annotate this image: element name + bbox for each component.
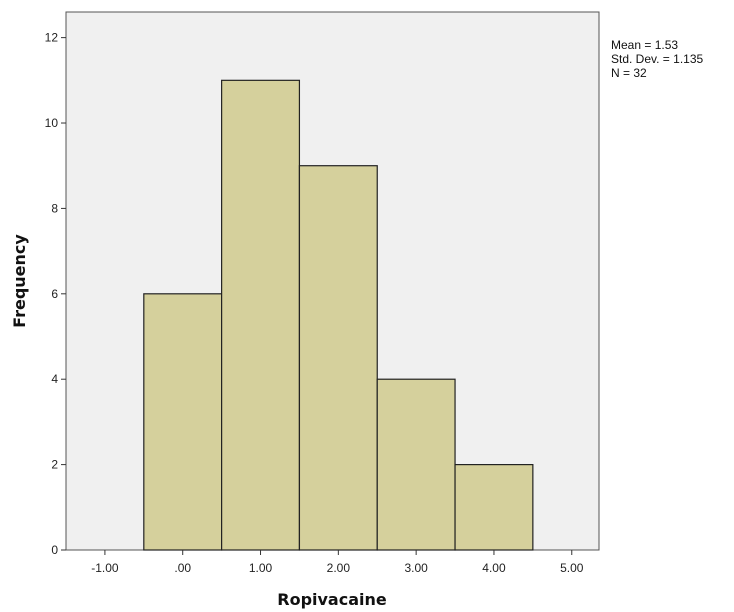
- stats-mean: Mean = 1.53: [611, 38, 678, 52]
- x-tick-label: 2.00: [327, 561, 351, 575]
- x-tick-label: 4.00: [482, 561, 506, 575]
- y-tick-label: 8: [51, 201, 58, 215]
- x-tick-label: 5.00: [560, 561, 584, 575]
- histogram-bar: [221, 79, 301, 551]
- histogram-bar: [298, 165, 378, 551]
- x-tick-label: 3.00: [404, 561, 428, 575]
- histogram-bars: [143, 79, 534, 551]
- stats-std-dev: Std. Dev. = 1.135: [611, 52, 703, 66]
- stats-n: N = 32: [611, 66, 647, 80]
- y-tick-label: 0: [51, 543, 58, 557]
- x-tick-label: 1.00: [249, 561, 273, 575]
- y-tick-label: 12: [45, 31, 59, 45]
- x-tick-label: -1.00: [91, 561, 119, 575]
- histogram-bar: [143, 293, 223, 551]
- y-axis: 0 2 4 6 8 10 12: [45, 31, 66, 557]
- y-tick-label: 6: [51, 287, 58, 301]
- y-tick-label: 10: [45, 116, 59, 130]
- x-tick-label: .00: [174, 561, 191, 575]
- x-axis: -1.00 .00 1.00 2.00 3.00 4.00 5.00: [91, 550, 584, 575]
- x-axis-title: Ropivacaine: [277, 590, 387, 609]
- summary-stats: Mean = 1.53 Std. Dev. = 1.135 N = 32: [611, 38, 703, 80]
- y-tick-label: 2: [51, 458, 58, 472]
- histogram-bar: [454, 464, 534, 551]
- y-tick-label: 4: [51, 372, 58, 386]
- histogram-bar: [376, 378, 456, 551]
- y-axis-title: Frequency: [10, 234, 29, 328]
